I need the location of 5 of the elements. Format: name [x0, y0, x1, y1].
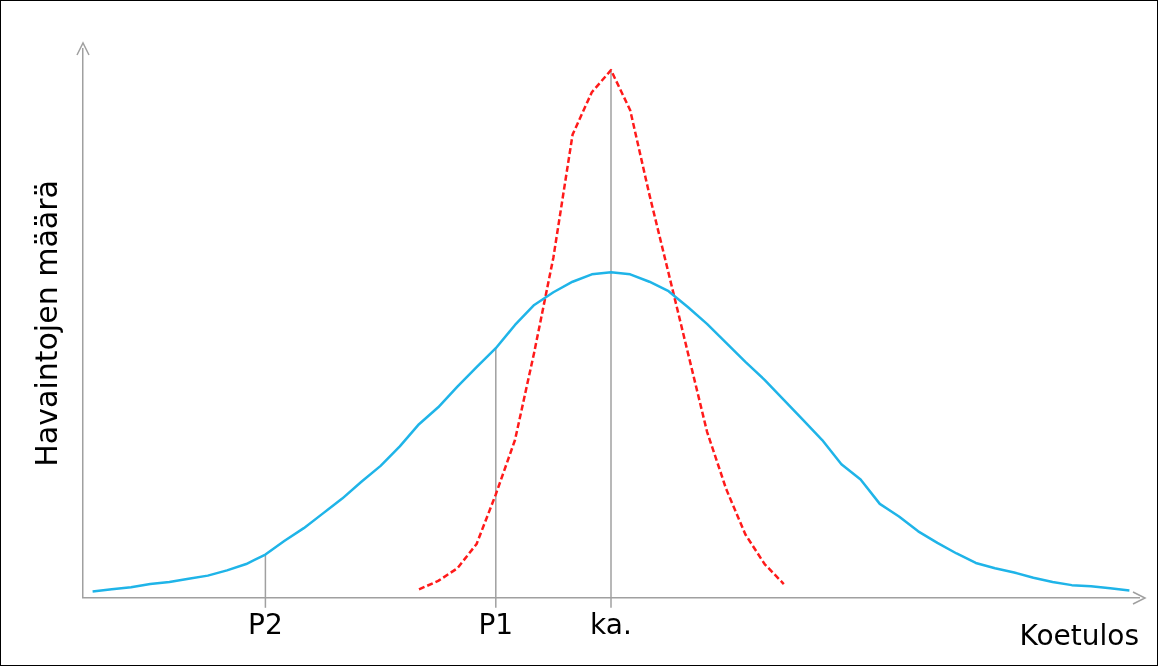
x-axis-title: Koetulos — [1019, 619, 1139, 653]
y-axis-title: Havaintojen määrä — [28, 180, 64, 467]
x-tick-label: P2 — [248, 607, 283, 641]
x-tick-label: ka. — [590, 607, 632, 641]
x-tick-label: P1 — [478, 607, 514, 641]
